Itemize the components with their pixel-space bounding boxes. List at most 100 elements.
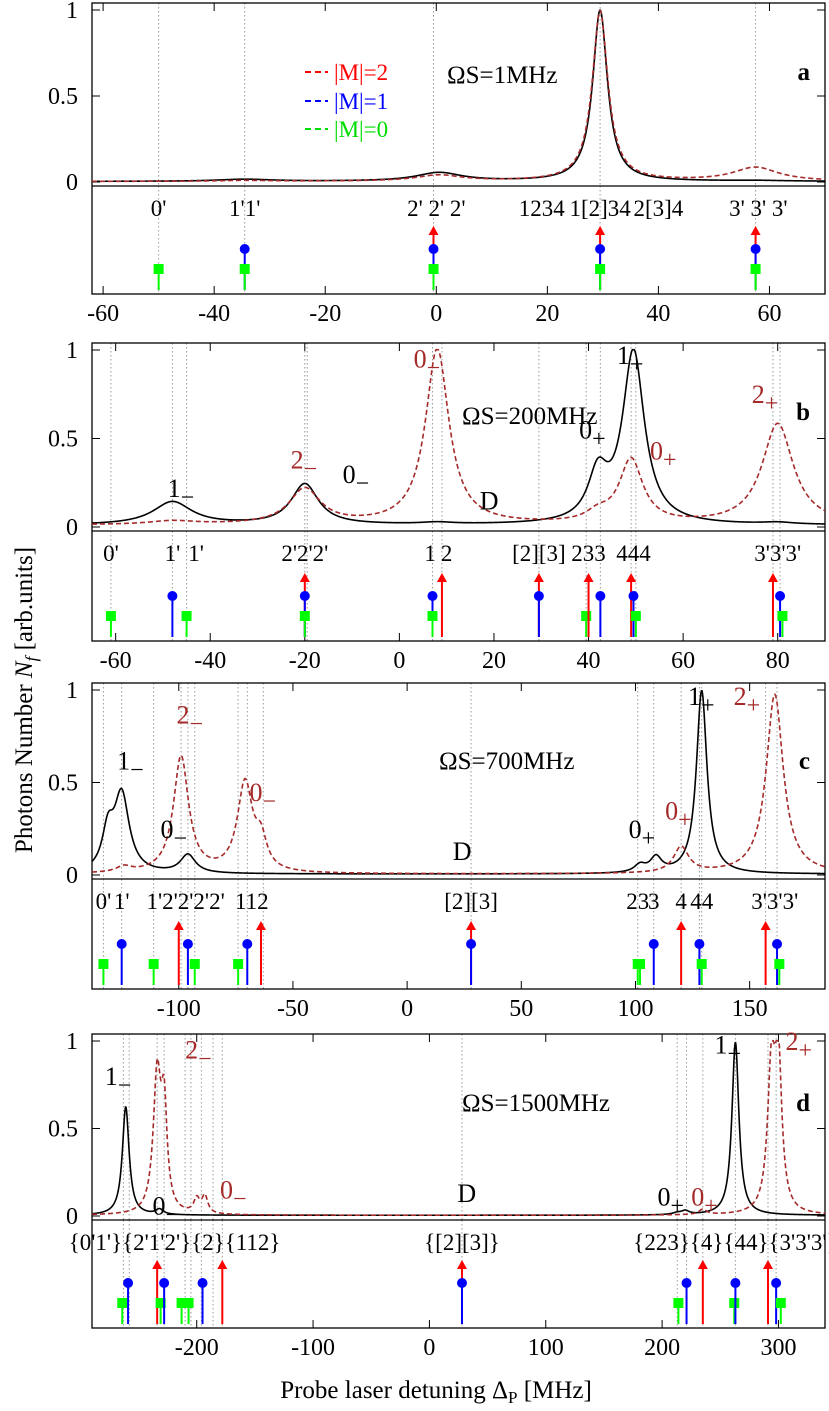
- peak-label: 1+: [617, 341, 644, 378]
- state-label: 233: [571, 541, 606, 566]
- x-tick-label: 0: [423, 1335, 435, 1361]
- level-marker-m0: [775, 1298, 786, 1308]
- level-marker-m1: [694, 939, 705, 949]
- peak-label-base: 0: [161, 815, 174, 844]
- peak-label-sign: +: [701, 693, 715, 719]
- panel-frame: [91, 2, 826, 295]
- level-marker-m0: [427, 611, 438, 621]
- peak-label-base: 1: [688, 682, 701, 711]
- level-marker-m1: [533, 591, 544, 601]
- peak-label-sign: +: [663, 448, 677, 474]
- legend-label-m2: |M|=2: [334, 60, 388, 85]
- level-marker-m1: [197, 1278, 208, 1288]
- x-tick-label: 40: [646, 301, 670, 327]
- peak-label-sign: +: [747, 693, 761, 719]
- peak-label-base: 1: [617, 341, 630, 370]
- peak-label-base: 0: [220, 1176, 233, 1205]
- x-tick-label: 0: [393, 648, 405, 674]
- series-solid-curve: [92, 1041, 825, 1217]
- y-tick-label: 0: [66, 1204, 78, 1230]
- level-marker-m0: [299, 611, 310, 621]
- peak-label-sign: −: [166, 1202, 180, 1228]
- level-marker-m1: [681, 1278, 692, 1288]
- state-label: 112: [235, 889, 269, 914]
- peak-label: D: [480, 486, 499, 515]
- state-label: {0'1'}{2'1'2'}{2}{112}: [69, 1230, 281, 1255]
- x-tick-label: 60: [757, 301, 781, 327]
- level-marker-m2: [436, 573, 447, 582]
- peak-label-sign: −: [356, 471, 370, 497]
- state-label: {[2][3]}: [424, 1230, 500, 1255]
- omega-label: ΩS=1500MHz: [462, 1090, 610, 1117]
- y-tick-label: 0: [66, 170, 78, 196]
- legend-item-m2: |M|=2: [305, 60, 388, 85]
- level-marker-m2: [533, 573, 544, 582]
- x-tick-label: -100: [157, 996, 201, 1022]
- series-dashed-curve: [92, 1039, 825, 1216]
- legend-label-m1: |M|=1: [334, 89, 388, 114]
- state-label: 3'3'3': [751, 889, 798, 914]
- x-tick-label: -100: [291, 1335, 335, 1361]
- panel-frame: [91, 682, 826, 990]
- peak-label-sign: −: [198, 1047, 212, 1073]
- level-marker-m1: [167, 591, 178, 601]
- state-label: 1': [188, 541, 204, 566]
- peak-label: 1−: [117, 747, 144, 784]
- x-tick-label: -60: [87, 301, 119, 327]
- peak-label-base: 0: [153, 1191, 166, 1220]
- level-marker-m2: [760, 921, 771, 930]
- level-marker-m0: [777, 611, 788, 621]
- level-marker-m1: [159, 1278, 170, 1288]
- state-label: 1234: [519, 196, 566, 221]
- x-tick-label: 20: [535, 301, 559, 327]
- level-marker-m0: [183, 1298, 194, 1308]
- peak-label-base: 0: [665, 797, 678, 826]
- peak-label: 0−: [343, 460, 370, 497]
- peak-label-base: 2: [185, 1036, 198, 1065]
- state-label: {223}{4}{44}{3'3'3'}: [633, 1230, 829, 1255]
- level-marker-m1: [427, 591, 438, 601]
- peak-label: 2−: [176, 700, 203, 737]
- omega-label: ΩS=700MHz: [439, 748, 574, 775]
- y-tick-label: 0.5: [48, 427, 78, 453]
- peak-label: 2+: [752, 380, 779, 417]
- x-tick-label: -200: [175, 1335, 219, 1361]
- peak-label: 0+: [579, 416, 606, 453]
- y-tick-label: 1: [66, 1029, 78, 1055]
- peak-label: 1−: [105, 1062, 132, 1099]
- level-marker-m2: [762, 1260, 773, 1269]
- level-marker-m2: [255, 921, 266, 930]
- level-marker-m2: [173, 921, 184, 930]
- peak-label-base: D: [457, 1179, 476, 1208]
- peak-label-base: 0: [579, 416, 592, 445]
- panel-letter: b: [796, 399, 810, 426]
- x-tick-label: 150: [732, 996, 768, 1022]
- level-marker-m0: [117, 1298, 128, 1308]
- peak-label-base: 0: [657, 1183, 670, 1212]
- omega-label: ΩS=1MHz: [447, 62, 557, 89]
- state-label: 3'3'3': [754, 541, 801, 566]
- panel-c: 00.51-100 -50 0 50 100 1500' 1' 1'2'2'2'2' 112 [2…: [48, 678, 826, 1022]
- y-axis-label-symbol: N: [11, 660, 38, 679]
- peak-label-sign: −: [174, 826, 188, 852]
- peak-label: D: [453, 837, 472, 866]
- level-marker-m0: [98, 959, 109, 969]
- peak-label-base: 2: [785, 1027, 798, 1056]
- level-marker-m2: [767, 573, 778, 582]
- x-tick-label: 100: [528, 1335, 564, 1361]
- level-marker-m0: [630, 611, 641, 621]
- y-tick-label: 1: [66, 678, 78, 704]
- y-axis-label-main: Photons Number: [11, 678, 38, 853]
- state-label: 2: [441, 541, 453, 566]
- level-marker-m1: [628, 591, 639, 601]
- level-marker-m1: [182, 939, 193, 949]
- peak-label: 0−: [153, 1191, 180, 1228]
- legend-label-m0: |M|=0: [334, 117, 388, 142]
- peak-label-sign: −: [181, 485, 195, 511]
- level-marker-m1: [456, 1278, 467, 1288]
- peak-label: D: [457, 1179, 476, 1208]
- level-marker-m2: [428, 226, 439, 235]
- level-marker-m0: [428, 264, 439, 274]
- peak-label-sign: +: [727, 1041, 741, 1067]
- level-marker-m0: [189, 959, 200, 969]
